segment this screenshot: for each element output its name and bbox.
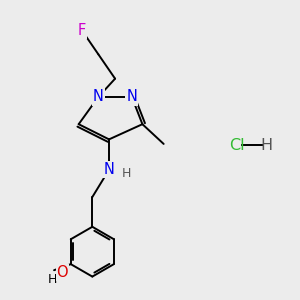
Text: N: N <box>126 89 137 104</box>
Text: H: H <box>48 273 57 286</box>
Text: H: H <box>122 167 131 180</box>
Text: H: H <box>261 138 273 153</box>
Text: Cl: Cl <box>229 138 244 153</box>
Text: N: N <box>93 89 104 104</box>
Text: O: O <box>56 265 68 280</box>
Text: F: F <box>78 22 86 38</box>
Text: N: N <box>103 162 115 177</box>
